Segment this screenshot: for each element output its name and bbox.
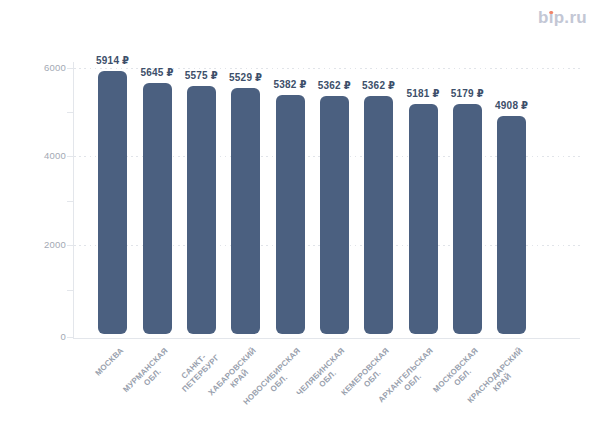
bar[interactable]	[143, 83, 172, 334]
bar-value-label: 5179 ₽	[432, 88, 502, 100]
bar[interactable]	[453, 104, 482, 334]
y-axis-line	[73, 62, 74, 338]
y-axis-tick-label: 2000	[22, 240, 66, 250]
x-axis-category-label: МУРМАНСКАЯ ОБЛ.	[121, 346, 176, 401]
y-axis-tick-label: 0	[22, 332, 66, 342]
bar[interactable]	[231, 88, 260, 334]
y-axis-tick-label: 4000	[22, 151, 66, 161]
x-axis-category-label: МОСКВА	[93, 346, 125, 378]
bar[interactable]	[320, 96, 349, 334]
bar[interactable]	[409, 104, 438, 334]
bar-chart: 02000400060005914 ₽МОСКВА5645 ₽МУРМАНСКА…	[0, 0, 600, 427]
bar[interactable]	[364, 96, 393, 334]
bar[interactable]	[276, 95, 305, 334]
bar-value-label: 4908 ₽	[477, 100, 547, 112]
x-axis-line	[73, 338, 580, 339]
y-axis-tick-label: 6000	[22, 63, 66, 73]
bar-value-label: 5914 ₽	[78, 55, 148, 67]
chart-canvas: bıp.ru 02000400060005914 ₽МОСКВА5645 ₽МУ…	[0, 0, 600, 427]
bar[interactable]	[98, 71, 127, 334]
bar[interactable]	[187, 86, 216, 334]
bar[interactable]	[497, 116, 526, 334]
